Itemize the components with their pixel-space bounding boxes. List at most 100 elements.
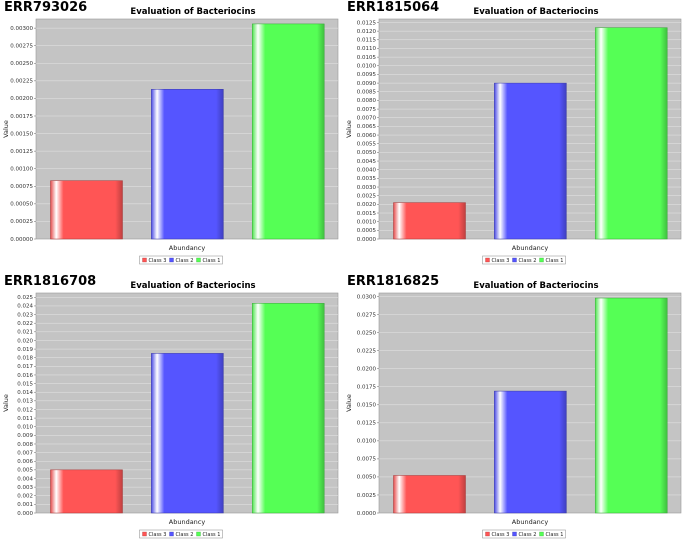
y-tick-label: 0.00100 — [10, 167, 33, 173]
y-tick-label: 0.0085 — [357, 90, 377, 96]
y-tick-label: 0.0070 — [357, 116, 377, 122]
y-tick-label: 0.0075 — [357, 457, 377, 463]
y-tick-label: 0.0060 — [357, 133, 377, 139]
y-tick-label: 0.009 — [17, 433, 33, 439]
y-tick-label: 0.0150 — [357, 403, 377, 409]
x-axis-label: Abundancy — [169, 518, 206, 526]
y-tick-label: 0.012 — [17, 407, 33, 413]
y-tick-label: 0.0040 — [357, 168, 377, 174]
y-tick-label: 0.0035 — [357, 176, 377, 182]
chart-title: Evaluation of Bacteriocins — [130, 281, 255, 291]
y-tick-label: 0.003 — [17, 485, 33, 491]
legend-label: Class 3 — [149, 258, 167, 264]
y-tick-label: 0.00225 — [10, 79, 33, 85]
y-tick-label: 0.00300 — [10, 26, 33, 32]
y-tick-label: 0.005 — [17, 468, 33, 474]
legend-swatch — [169, 257, 174, 263]
y-tick-label: 0.00025 — [10, 219, 33, 225]
legend-label: Class 1 — [546, 532, 564, 538]
y-tick-label: 0.015 — [17, 381, 33, 387]
x-axis-label: Abundancy — [512, 244, 549, 252]
bar-class-3 — [50, 180, 123, 240]
y-tick-label: 0.0175 — [357, 385, 377, 391]
y-tick-label: 0.0000 — [357, 237, 377, 243]
y-tick-label: 0.011 — [17, 416, 33, 422]
chart-panel-3: ERR1816708 Evaluation of Bacteriocins 0.00… — [0, 274, 342, 547]
legend-swatch — [485, 257, 490, 263]
legend: Class 3 Class 2 Class 1 — [482, 529, 566, 539]
y-tick-label: 0.023 — [17, 312, 33, 318]
y-tick-label: 0.00175 — [10, 114, 33, 120]
y-tick-label: 0.0025 — [357, 193, 377, 199]
y-tick-label: 0.00200 — [10, 96, 33, 102]
y-tick-label: 0.025 — [17, 295, 33, 301]
y-tick-label: 0.00125 — [10, 149, 33, 155]
x-axis-label: Abundancy — [169, 244, 206, 252]
bar-class-2 — [494, 390, 567, 514]
y-tick-label: 0.002 — [17, 494, 33, 500]
bar-class-2 — [151, 353, 224, 514]
chart-title: Evaluation of Bacteriocins — [130, 7, 255, 17]
legend-box — [139, 255, 223, 265]
legend-swatch — [539, 257, 544, 263]
legend-swatch — [539, 531, 544, 537]
y-tick-label: 0.018 — [17, 356, 33, 362]
y-tick-label: 0.00150 — [10, 131, 33, 137]
legend-label: Class 2 — [176, 258, 194, 264]
legend-label: Class 2 — [176, 532, 194, 538]
chart-title: Evaluation of Bacteriocins — [473, 7, 598, 17]
legend-box — [482, 529, 566, 539]
legend-swatch — [142, 531, 147, 537]
legend-label: Class 3 — [492, 258, 510, 264]
chart-title: Evaluation of Bacteriocins — [473, 281, 598, 291]
y-tick-label: 0.019 — [17, 347, 33, 353]
y-tick-label: 0.0090 — [357, 81, 377, 87]
y-axis-label: Value — [2, 394, 10, 412]
y-tick-label: 0.0115 — [357, 38, 377, 44]
y-tick-label: 0.0045 — [357, 159, 377, 165]
legend-label: Class 2 — [519, 258, 537, 264]
legend-swatch — [169, 531, 174, 537]
legend-swatch — [196, 257, 201, 263]
legend-box — [482, 255, 566, 265]
y-tick-label: 0.020 — [17, 338, 33, 344]
legend-swatch — [512, 531, 517, 537]
bar-chart: ERR1816825 Evaluation of Bacteriocins 0.00… — [345, 274, 682, 539]
x-axis-label: Abundancy — [512, 518, 549, 526]
y-tick-label: 0.0050 — [357, 150, 377, 156]
legend-swatch — [196, 531, 201, 537]
y-tick-label: 0.0275 — [357, 312, 377, 318]
legend-label: Class 3 — [492, 532, 510, 538]
y-tick-label: 0.00075 — [10, 184, 33, 190]
y-tick-label: 0.0120 — [357, 29, 377, 35]
y-tick-label: 0.014 — [17, 390, 33, 396]
bar-class-1 — [251, 303, 325, 514]
bar-chart: ERR1815064 Evaluation of Bacteriocins 0.00… — [345, 0, 682, 265]
y-tick-label: 0.0225 — [357, 349, 377, 355]
y-tick-label: 0.00050 — [10, 202, 33, 208]
y-tick-label: 0.0125 — [357, 421, 377, 427]
bar-class-3 — [50, 469, 123, 514]
sample-id: ERR1815064 — [347, 0, 439, 15]
y-tick-label: 0.024 — [17, 304, 33, 310]
legend-swatch — [512, 257, 517, 263]
y-tick-label: 0.0080 — [357, 98, 377, 104]
y-tick-label: 0.004 — [17, 476, 33, 482]
chart-panel-4: ERR1816825 Evaluation of Bacteriocins 0.00… — [343, 274, 685, 547]
legend-swatch — [142, 257, 147, 263]
y-tick-label: 0.008 — [17, 442, 33, 448]
legend-label: Class 1 — [203, 532, 221, 538]
y-tick-label: 0.0030 — [357, 185, 377, 191]
legend: Class 3 Class 2 Class 1 — [139, 529, 223, 539]
y-tick-label: 0.0250 — [357, 330, 377, 336]
bar-class-2 — [151, 89, 224, 240]
y-tick-label: 0.010 — [17, 425, 33, 431]
legend-label: Class 1 — [546, 258, 564, 264]
legend-label: Class 1 — [203, 258, 221, 264]
legend-swatch — [485, 531, 490, 537]
y-tick-label: 0.0025 — [357, 493, 377, 499]
y-tick-label: 0.0005 — [357, 228, 377, 234]
y-tick-label: 0.00275 — [10, 44, 33, 50]
chart-panel-2: ERR1815064 Evaluation of Bacteriocins 0.00… — [343, 0, 685, 273]
y-tick-label: 0.017 — [17, 364, 33, 370]
